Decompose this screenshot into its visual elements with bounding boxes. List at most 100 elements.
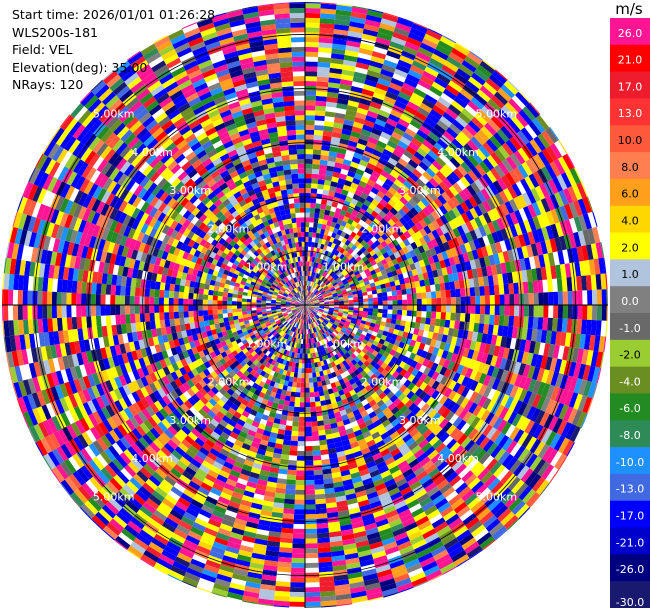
velocity-gate [287, 464, 297, 471]
velocity-gate [305, 514, 317, 520]
velocity-gate [301, 368, 305, 374]
velocity-gate [295, 475, 305, 481]
velocity-gate [435, 217, 445, 228]
velocity-gate [279, 547, 293, 554]
velocity-gate [289, 450, 298, 456]
velocity-gate [353, 152, 363, 160]
velocity-gate [278, 551, 292, 558]
velocity-gate [391, 239, 399, 247]
velocity-gate [426, 203, 436, 214]
velocity-gate [397, 208, 407, 218]
velocity-gate [314, 301, 320, 304]
velocity-gate [400, 254, 408, 262]
velocity-gate [364, 268, 371, 275]
velocity-gate [334, 306, 340, 309]
velocity-gate [323, 272, 328, 278]
velocity-gate [319, 305, 325, 308]
velocity-gate [341, 289, 347, 293]
velocity-gate [395, 122, 408, 133]
velocity-gate [348, 95, 361, 103]
velocity-gate [380, 269, 387, 276]
velocity-gate [331, 131, 342, 139]
velocity-gate [543, 108, 558, 125]
velocity-gate [308, 297, 312, 302]
velocity-gate [337, 294, 344, 298]
velocity-gate [314, 283, 319, 289]
velocity-gate [353, 307, 359, 311]
velocity-gate [393, 191, 403, 201]
velocity-gate [352, 291, 358, 295]
velocity-gate [360, 215, 368, 223]
velocity-gate [396, 174, 407, 184]
velocity-gate [390, 109, 403, 119]
velocity-gate [295, 480, 305, 486]
velocity-gate [480, 295, 486, 305]
velocity-gate [312, 227, 318, 233]
velocity-gate [408, 198, 418, 208]
velocity-gate [513, 235, 522, 249]
velocity-gate [337, 93, 350, 101]
velocity-gate [305, 183, 312, 189]
velocity-gate [461, 223, 470, 234]
velocity-gate [427, 213, 436, 223]
velocity-gate [305, 90, 317, 96]
velocity-gate [380, 68, 394, 78]
velocity-gate [305, 606, 322, 608]
velocity-gate [287, 469, 297, 476]
velocity-gate [535, 329, 543, 343]
velocity-gate [425, 29, 443, 41]
velocity-gate [343, 233, 351, 240]
velocity-gate [373, 206, 382, 215]
velocity-gate [404, 201, 414, 211]
velocity-gate [317, 183, 325, 190]
velocity-gate [305, 587, 321, 593]
velocity-gate [407, 219, 416, 228]
velocity-gate [426, 240, 435, 250]
velocity-gate [305, 426, 312, 432]
velocity-gate [313, 277, 317, 283]
velocity-gate [453, 168, 464, 180]
velocity-gate [326, 91, 339, 99]
velocity-gate [447, 273, 455, 283]
velocity-gate [484, 305, 491, 315]
velocity-gate [364, 167, 374, 175]
velocity-gate [314, 493, 326, 500]
velocity-gate [532, 280, 539, 294]
velocity-gate [452, 217, 462, 228]
velocity-gate [517, 164, 529, 179]
velocity-gate [359, 226, 367, 234]
velocity-gate [305, 562, 319, 568]
velocity-gate [320, 449, 329, 456]
velocity-gate [458, 279, 465, 289]
velocity-gate [432, 160, 443, 171]
velocity-gate [348, 280, 354, 286]
velocity-gate [397, 309, 403, 316]
velocity-gate [409, 249, 417, 258]
velocity-gate [377, 312, 383, 318]
velocity-gate [306, 295, 309, 301]
velocity-gate [360, 285, 367, 290]
velocity-gate [388, 186, 397, 196]
velocity-gate [409, 207, 419, 217]
velocity-gate [333, 308, 339, 311]
velocity-gate [427, 113, 440, 124]
velocity-gate [289, 401, 295, 407]
velocity-gate [363, 119, 375, 128]
velocity-gate [555, 264, 562, 279]
velocity-gate [309, 207, 316, 213]
velocity-gate [339, 285, 346, 290]
velocity-gate [305, 51, 319, 57]
velocity-gate [345, 245, 351, 253]
velocity-gate [357, 292, 363, 297]
velocity-gate [318, 264, 323, 270]
velocity-gate [431, 210, 440, 221]
velocity-gate [360, 239, 367, 247]
velocity-gate [414, 280, 421, 288]
velocity-gate [367, 275, 374, 281]
velocity-gate [336, 251, 343, 258]
velocity-gate [435, 156, 447, 168]
velocity-gate [309, 300, 314, 303]
velocity-gate [315, 291, 321, 296]
velocity-gate [436, 252, 444, 262]
velocity-gate [339, 209, 347, 217]
